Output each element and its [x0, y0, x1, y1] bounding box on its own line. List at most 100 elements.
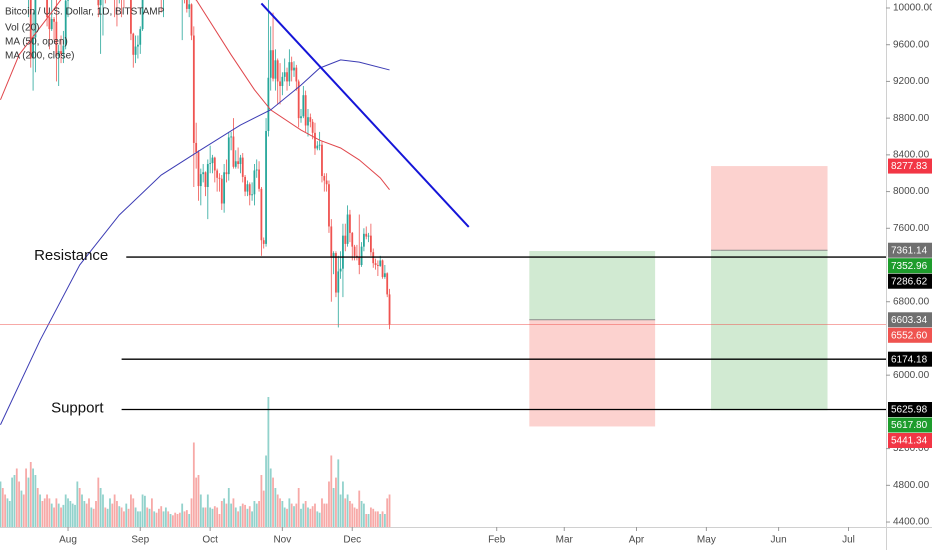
candle-body — [230, 136, 233, 138]
y-tick-label: 9600.00 — [893, 39, 930, 50]
candle-body — [34, 0, 37, 38]
volume-bar — [116, 501, 118, 527]
volume-bar — [276, 494, 279, 527]
candle-body — [328, 184, 330, 227]
volume-bar — [25, 468, 27, 527]
candle-body — [318, 144, 321, 146]
x-tick-label: Apr — [629, 535, 645, 546]
candle-body — [383, 273, 386, 277]
candle-body — [297, 81, 300, 119]
candle-body — [376, 265, 379, 266]
volume-bar — [174, 512, 177, 527]
candle-body — [281, 76, 284, 87]
profit-zone — [529, 250, 656, 320]
volume-bar — [251, 511, 253, 527]
volume-bar — [281, 501, 284, 527]
candle-body — [192, 35, 195, 143]
y-tick-label: 4400.00 — [893, 517, 930, 528]
volume-bar — [232, 498, 235, 527]
x-tick-label: May — [697, 535, 716, 546]
volume-bar — [360, 501, 363, 527]
candle-body — [283, 72, 286, 77]
volume-bar — [258, 501, 260, 527]
volume-bar — [48, 498, 51, 527]
price-tag-label: 8277.83 — [891, 161, 928, 172]
volume-bar — [297, 488, 300, 527]
candle-body — [220, 178, 223, 204]
volume-bar — [234, 507, 237, 527]
volume-bar — [71, 503, 74, 527]
volume-bar — [178, 512, 181, 527]
volume-bar — [244, 504, 246, 527]
volume-bar — [111, 503, 114, 527]
candle-body — [342, 235, 344, 269]
volume-bar — [213, 506, 216, 527]
volume-bar — [125, 503, 128, 527]
volume-bar — [293, 506, 295, 527]
price-tag — [888, 312, 932, 328]
volume-bar — [39, 494, 41, 527]
candle-body — [216, 170, 219, 178]
volume-bar — [15, 468, 18, 527]
volume-bar — [202, 507, 205, 527]
price-tag — [888, 433, 932, 449]
candle-body — [46, 0, 48, 18]
volume-bar — [304, 501, 307, 527]
volume-bar — [302, 503, 305, 527]
candle-body — [295, 67, 298, 82]
candle-body — [197, 152, 200, 187]
volume-bar — [365, 514, 368, 527]
volume-bar — [255, 503, 258, 527]
volume-bar — [337, 459, 340, 527]
candle-body — [246, 184, 249, 192]
volume-bar — [92, 508, 95, 527]
volume-bar — [53, 507, 55, 527]
candle-body — [60, 51, 62, 54]
volume-bar — [181, 503, 184, 527]
y-tick-label: 5200.00 — [893, 443, 930, 454]
candle-body — [262, 240, 265, 244]
profit-zone — [711, 250, 828, 411]
volume-bar — [316, 511, 319, 527]
candle-body — [253, 170, 256, 195]
volume-bar — [206, 494, 209, 527]
volume-bar — [83, 501, 86, 527]
candle-body — [195, 142, 198, 153]
candle-body — [321, 144, 323, 176]
volume-bar — [288, 498, 291, 527]
candle-body — [50, 19, 53, 30]
price-tag-label: 5441.34 — [891, 436, 928, 447]
volume-bar — [6, 498, 9, 527]
x-tick-label: Jun — [771, 535, 787, 546]
volume-bar — [148, 508, 151, 527]
volume-bar — [353, 507, 356, 527]
volume-bar — [74, 504, 76, 527]
candle-body — [248, 184, 251, 196]
stop-zone — [529, 319, 656, 427]
volume-bar — [43, 498, 46, 527]
volume-bar — [167, 511, 170, 527]
trendline — [260, 2, 470, 228]
price-tag-label: 6552.60 — [891, 330, 928, 341]
volume-bar — [265, 455, 267, 527]
volume-bar — [309, 508, 312, 527]
y-tick-label: 8400.00 — [893, 150, 930, 161]
candle-body — [369, 235, 372, 253]
candle-body — [251, 194, 253, 196]
volume-bar — [185, 510, 188, 527]
volume-bar — [246, 508, 249, 527]
candle-body — [218, 177, 221, 179]
stop-zone — [711, 166, 828, 251]
candle-body — [190, 4, 193, 36]
chart-title: Bitcoin / U.S. Dollar, 1D, BITSTAMP — [5, 7, 165, 18]
price-tag — [888, 402, 932, 418]
volume-bar — [332, 488, 335, 527]
volume-bar — [113, 494, 116, 527]
candle-body — [311, 121, 314, 133]
volume-bar — [69, 501, 72, 527]
candle-body — [234, 161, 237, 167]
volume-bar — [36, 488, 39, 527]
volume-bar — [253, 501, 256, 527]
candle-body — [286, 72, 288, 82]
